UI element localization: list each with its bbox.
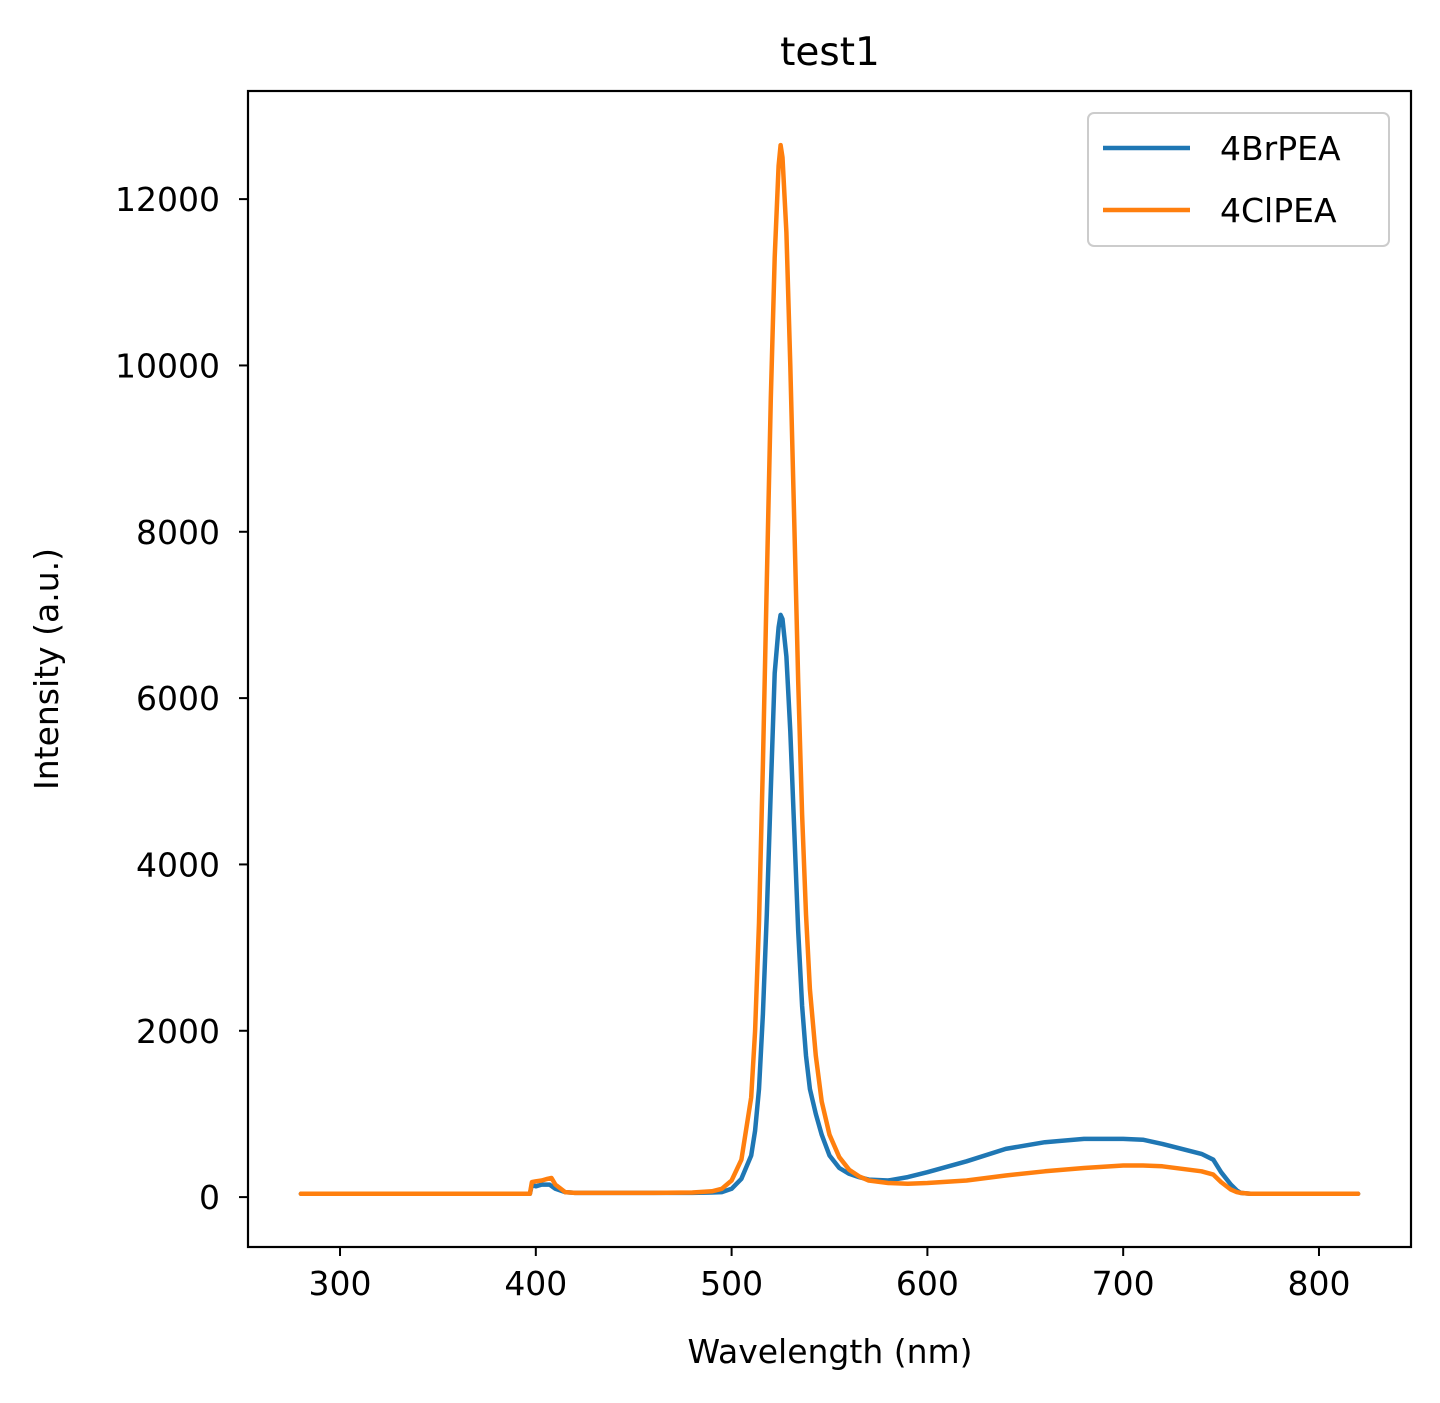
- y-tick-label: 2000: [136, 1012, 220, 1051]
- y-tick-label: 12000: [115, 180, 220, 219]
- y-axis-ticks: 0 2000 4000 6000 8000 10000 12000: [115, 180, 248, 1217]
- series-line-4brpea: [298, 612, 1361, 1197]
- x-axis-label: Wavelength (nm): [687, 1332, 972, 1371]
- y-axis-label: Intensity (a.u.): [27, 548, 66, 790]
- x-tick-label: 800: [1287, 1264, 1350, 1303]
- chart-title: test1: [780, 30, 880, 75]
- y-tick-label: 8000: [136, 513, 220, 552]
- y-tick-label: 0: [199, 1178, 220, 1217]
- y-tick-label: 6000: [136, 679, 220, 718]
- plot-area: [246, 89, 1413, 1249]
- y-tick-label: 4000: [136, 845, 220, 884]
- x-axis-ticks: 300 400 500 600 700 800: [309, 1247, 1350, 1303]
- legend-label: 4ClPEA: [1220, 191, 1337, 230]
- legend-label: 4BrPEA: [1220, 129, 1341, 168]
- x-tick-label: 400: [504, 1264, 567, 1303]
- legend: 4BrPEA 4ClPEA: [1087, 112, 1390, 247]
- y-tick-label: 10000: [115, 346, 220, 385]
- plot-frame: [246, 89, 1413, 1249]
- series-layer: [298, 142, 1361, 1197]
- x-tick-label: 600: [896, 1264, 959, 1303]
- series-line-4clpea: [298, 142, 1361, 1197]
- x-tick-label: 500: [700, 1264, 763, 1303]
- x-tick-label: 700: [1092, 1264, 1155, 1303]
- x-tick-label: 300: [309, 1264, 372, 1303]
